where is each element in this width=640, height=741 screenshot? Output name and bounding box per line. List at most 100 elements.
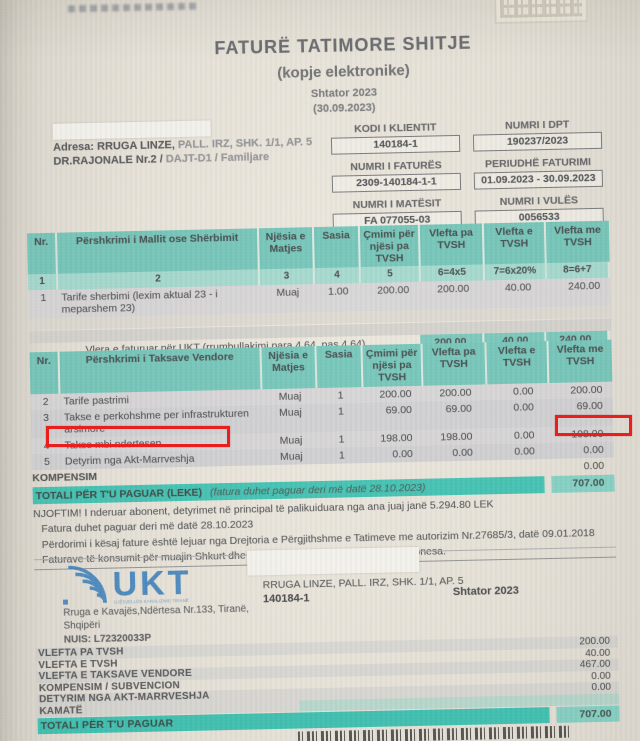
col-num: 8=6+7 xyxy=(546,261,611,279)
code-label: NUMRI I MATËSIT xyxy=(352,197,442,212)
dpt-number-value: 190237/2023 xyxy=(472,131,603,152)
row-price: 200.00 xyxy=(361,281,422,311)
services-table: Nr. Përshkrimi i Mallit ose Shërbimit Nj… xyxy=(26,220,612,360)
row-vat: 0.00 xyxy=(487,383,550,401)
col-header-qty: Sasia xyxy=(316,345,364,389)
row-vat: 40.00 xyxy=(485,278,548,309)
col-num: 6=4x5 xyxy=(420,264,486,282)
company-address: Rruga e Kavajës,Ndërtesa Nr.133, Tiranë,… xyxy=(63,603,249,633)
billing-period-value: 01.09.2023 - 30.09.2023 xyxy=(473,169,604,190)
svg-text:UKT: UKT xyxy=(112,564,192,604)
footer-customer-address: RRUGA LINZE, PALL. IRZ, SHK. 1/1, AP. 5 xyxy=(262,574,464,592)
summary-value: 0.00 xyxy=(591,670,611,682)
code-label: KODI I KLIENTIT xyxy=(353,121,437,136)
row-no-vat: 200.00 xyxy=(423,384,488,402)
row-with-vat: 0.00 xyxy=(550,441,614,460)
row-unit: Muaj xyxy=(263,448,320,466)
row-nr: 5 xyxy=(31,453,63,471)
col-header-price: Çmimi për njësi pa TVSH xyxy=(362,343,424,388)
totals-summary: VLEFTA PA TVSH 200.00 VLEFTA E TVSH 40.00 … xyxy=(36,635,620,735)
col-header-desc: Përshkrimi i Taksave Vendore xyxy=(59,347,263,394)
col-num: 1 xyxy=(27,273,59,291)
redacted-name xyxy=(52,120,211,140)
code-label: NUMRI I FATURËS xyxy=(350,159,442,174)
row-desc: Tarife sherbimi (lexim aktual 23 - i mep… xyxy=(58,284,261,318)
col-header-no-vat: Vlefta pa TVSH xyxy=(422,342,488,386)
col-header-vat: Vlefta e TVSH xyxy=(483,222,547,265)
code-label: PERIUDHË FATURIMI xyxy=(484,156,592,171)
summary-total-value: 707.00 xyxy=(556,705,620,723)
total-value: 707.00 xyxy=(551,474,615,494)
row-with-vat: 200.00 xyxy=(549,381,613,400)
summary-value: 200.00 xyxy=(579,635,611,648)
invoice-codes: KODI I KLIENTIT 140184-1 NUMRI I DPT 19023… xyxy=(328,116,604,236)
code-label: NUMRI I VULËS xyxy=(499,194,579,209)
row-nr: 1 xyxy=(28,289,59,319)
local-taxes-table: Nr. Përshkrimi i Taksave Vendore Njësia … xyxy=(29,339,617,571)
row-qty: 1 xyxy=(318,431,365,449)
col-num: 4 xyxy=(314,267,362,284)
summary-value: 40.00 xyxy=(585,647,611,660)
footer-customer-code: 140184-1 xyxy=(262,592,310,606)
footer-period: Shtator 2023 xyxy=(452,584,520,599)
logo-wave-icon xyxy=(68,565,107,603)
row-qty: 1 xyxy=(317,403,365,433)
qr-code xyxy=(493,0,589,25)
row-with-vat: 240.00 xyxy=(547,277,611,307)
ukt-logo: UKT UJËSJELLËS KANALIZIME TIRANË xyxy=(60,561,195,613)
row-qty: 1 xyxy=(317,387,364,405)
red-highlight-takse-mbi-ndertesen xyxy=(46,426,230,447)
summary-value: 467.00 xyxy=(579,658,611,671)
row-vat: 0.00 xyxy=(487,399,551,429)
company-address-line2: Shqipëri xyxy=(63,619,101,632)
row-qty: 1 xyxy=(318,447,366,465)
row-unit: Muaj xyxy=(260,283,316,314)
col-header-desc: Përshkrimi i Mallit ose Shërbimit xyxy=(56,228,260,274)
col-header-nr: Nr. xyxy=(26,232,58,275)
branch-part-1: DR.RAJONALE Nr.2 / xyxy=(53,153,163,168)
barcode xyxy=(297,725,571,741)
summary-value: 0.00 xyxy=(591,681,612,694)
col-header-unit: Njësia e Matjes xyxy=(258,227,315,270)
row-no-vat: 200.00 xyxy=(421,280,486,310)
row-price: 200.00 xyxy=(363,385,424,404)
kompensim-value: 0.00 xyxy=(583,460,605,473)
row-qty: 1.00 xyxy=(315,282,362,312)
row-vat: 0.00 xyxy=(488,443,552,461)
red-highlight-198-value xyxy=(555,415,632,436)
address-part-1: Adresa: RRUGA LINZE, xyxy=(52,139,176,154)
col-num: 3 xyxy=(259,268,316,285)
row-no-vat: 0.00 xyxy=(424,444,490,463)
col-header-vat: Vlefta e TVSH xyxy=(486,341,550,385)
invoice-title-block: FATURË TATIMORE SHITJE (kopje elektronik… xyxy=(143,31,545,119)
row-price: 69.00 xyxy=(363,401,425,432)
invoice-number-value: 2309-140184-1-1 xyxy=(331,173,462,193)
col-header-price: Çmimi për njësi pa TVSH xyxy=(359,224,421,268)
row-unit: Muaj xyxy=(263,432,319,450)
col-header-with-vat: Vlefta me TVSH xyxy=(545,220,610,264)
row-unit: Muaj xyxy=(262,388,318,406)
col-header-no-vat: Vlefta pa TVSH xyxy=(419,223,485,266)
row-price: 198.00 xyxy=(364,429,425,448)
total-due-note: (fatura duhet paguar deri më datë 28.10.… xyxy=(209,481,426,499)
page-subtitle: (kopje elektronike) xyxy=(277,61,410,82)
code-label: NUMRI I DPT xyxy=(504,118,570,132)
row-nr: 2 xyxy=(30,393,61,411)
col-num: 7=6x20% xyxy=(484,263,548,281)
company-nuis: NUIS: L72320033P xyxy=(63,632,152,646)
row-unit: Muaj xyxy=(262,404,319,434)
page-title: FATURË TATIMORE SHITJE xyxy=(214,32,472,59)
row-no-vat: 198.00 xyxy=(424,428,489,446)
address-part-2: PALL. IRZ, SHK. 1/1, AP. 5 xyxy=(174,136,313,152)
row-price: 0.00 xyxy=(364,445,426,464)
redacted-name-footer xyxy=(246,546,420,576)
customer-block: Adresa: RRUGA LINZE, PALL. IRZ, SHK. 1/1… xyxy=(52,118,332,170)
col-header-with-vat: Vlefta me TVSH xyxy=(548,339,613,384)
summary-label: KAMATË xyxy=(39,705,83,717)
branch-part-2: DAJT-D1 / Familjare xyxy=(162,150,270,166)
row-no-vat: 69.00 xyxy=(423,400,489,430)
cutoff-top-text xyxy=(67,2,201,13)
client-code-value: 140184-1 xyxy=(330,134,461,155)
col-num: 5 xyxy=(360,265,422,283)
